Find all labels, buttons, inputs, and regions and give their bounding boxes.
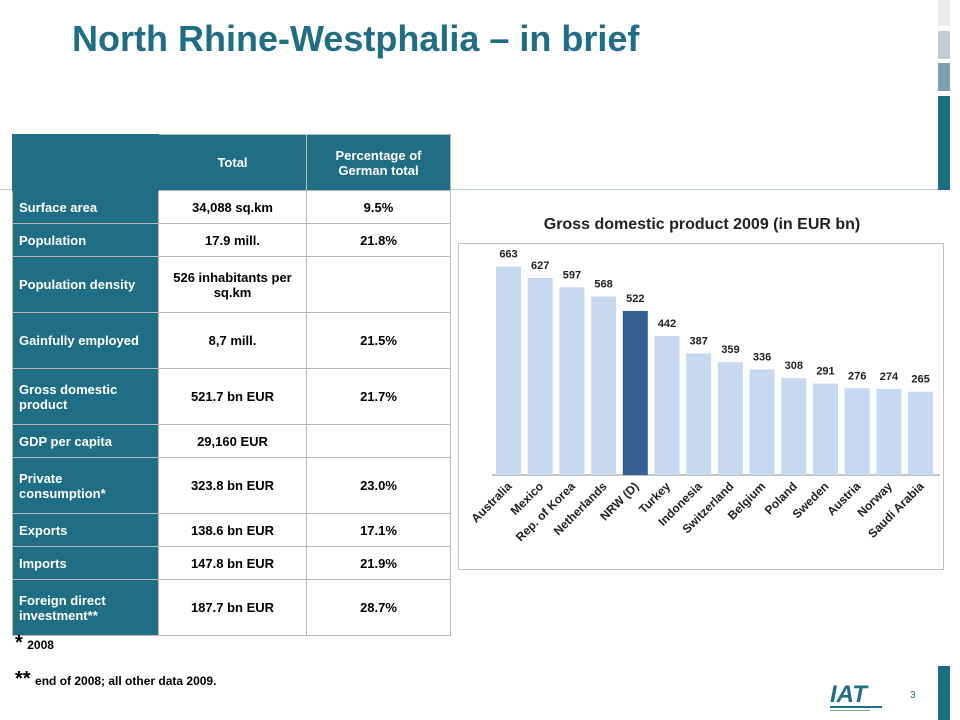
bar-switzerland: [717, 362, 743, 475]
page-title: North Rhine-Westphalia – in brief: [72, 18, 640, 59]
footnote-1-mark: *: [15, 632, 23, 654]
footnote-2-mark: **: [15, 668, 31, 690]
bar-saudi-arabia: [908, 391, 934, 475]
cell-percentage: 28.7%: [306, 579, 451, 636]
cell-percentage: 21.7%: [306, 368, 451, 425]
header-blank: [12, 134, 159, 191]
page-number: 3: [910, 690, 916, 701]
row-label: Population: [12, 223, 159, 257]
cell-total: 34,088 sq.km: [158, 190, 307, 224]
bar-belgium: [749, 369, 775, 475]
x-tick-label: Saudi Arabia: [865, 479, 927, 541]
bar-mexico: [527, 277, 553, 475]
facts-table: Total Percentage of German total Surface…: [12, 134, 451, 636]
cell-percentage: 21.8%: [306, 223, 451, 257]
table-row: Population 17.9 mill. 21.8%: [12, 223, 451, 257]
bar-norway: [876, 388, 902, 475]
data-label: 627: [531, 260, 549, 272]
data-label: 442: [658, 318, 676, 330]
table-row: Imports 147.8 bn EUR 21.9%: [12, 546, 451, 580]
cell-total: 323.8 bn EUR: [158, 457, 307, 514]
chart-title: Gross domestic product 2009 (in EUR bn): [543, 216, 861, 233]
data-label: 663: [499, 249, 517, 261]
table-row: Surface area 34,088 sq.km 9.5%: [12, 190, 451, 224]
data-label: 597: [563, 269, 581, 281]
data-label: 308: [785, 360, 803, 372]
bar-austria: [844, 388, 870, 475]
decor-bottom-bar: [938, 666, 950, 720]
data-label: 265: [911, 374, 929, 386]
decor-square-1: [938, 0, 950, 26]
data-label: 336: [753, 351, 771, 363]
table-row: GDP per capita 29,160 EUR: [12, 424, 451, 458]
row-label: Surface area: [12, 190, 159, 224]
row-label: Foreign direct investment**: [12, 579, 159, 636]
bar-nrw-d: [622, 310, 648, 475]
bar-netherlands: [591, 296, 617, 475]
cell-percentage: 9.5%: [306, 190, 451, 224]
bar-australia: [496, 266, 521, 475]
data-label: 522: [626, 293, 644, 305]
cell-total: 521.7 bn EUR: [158, 368, 307, 425]
cell-total: 147.8 bn EUR: [158, 546, 307, 580]
row-label: GDP per capita: [12, 424, 159, 458]
bar-rep-of-korea: [559, 287, 585, 475]
logo-text: IAT: [830, 681, 869, 708]
footnote-2: ** end of 2008; all other data 2009.: [15, 668, 216, 691]
data-label: 568: [594, 278, 612, 290]
header-percentage: Percentage of German total: [306, 134, 451, 191]
cell-total: 138.6 bn EUR: [158, 513, 307, 547]
decor-bar: [938, 96, 950, 190]
cell-percentage: 23.0%: [306, 457, 451, 514]
table-row: Exports 138.6 bn EUR 17.1%: [12, 513, 451, 547]
bar-sweden: [813, 383, 838, 475]
bar-indonesia: [686, 353, 712, 475]
data-label: 359: [721, 344, 739, 356]
cell-percentage: 21.9%: [306, 546, 451, 580]
data-label: 276: [848, 370, 866, 382]
cell-total: 8,7 mill.: [158, 312, 307, 369]
row-label: Private consumption*: [12, 457, 159, 514]
x-tick-label: Australia: [468, 479, 514, 525]
table-row: Gross domestic product 521.7 bn EUR 21.7%: [12, 368, 451, 425]
table-row: Foreign direct investment** 187.7 bn EUR 2…: [12, 579, 451, 636]
footnote-2-text: end of 2008; all other data 2009.: [35, 674, 217, 688]
row-label: Population density: [12, 256, 159, 313]
table-row: Population density 526 inhabitants per sq…: [12, 256, 451, 313]
table-row: Gainfully employed 8,7 mill. 21.5%: [12, 312, 451, 369]
iat-logo: IAT: [830, 681, 882, 711]
table-row: Private consumption* 323.8 bn EUR 23.0%: [12, 457, 451, 514]
decor-square-3: [938, 63, 950, 91]
row-label: Gross domestic product: [12, 368, 159, 425]
table-header-row: Total Percentage of German total: [12, 134, 451, 191]
cell-total: 29,160 EUR: [158, 424, 307, 458]
cell-total: 526 inhabitants per sq.km: [158, 256, 307, 313]
cell-total: 17.9 mill.: [158, 223, 307, 257]
cell-total: 187.7 bn EUR: [158, 579, 307, 636]
row-label: Gainfully employed: [12, 312, 159, 369]
cell-percentage: 17.1%: [306, 513, 451, 547]
bar-turkey: [654, 336, 680, 475]
cell-percentage: 21.5%: [306, 312, 451, 369]
cell-percentage: [306, 256, 451, 313]
bar-poland: [781, 378, 807, 475]
footnote-1-text: 2008: [27, 638, 54, 652]
row-label: Imports: [12, 546, 159, 580]
data-label: 387: [690, 335, 708, 347]
cell-percentage: [306, 424, 451, 458]
data-label: 291: [816, 366, 834, 378]
header-divider: [0, 189, 938, 190]
row-label: Exports: [12, 513, 159, 547]
decor-square-2: [938, 31, 950, 59]
footnote-1: * 2008: [15, 632, 54, 655]
data-label: 274: [880, 371, 899, 383]
header-total: Total: [158, 134, 307, 191]
